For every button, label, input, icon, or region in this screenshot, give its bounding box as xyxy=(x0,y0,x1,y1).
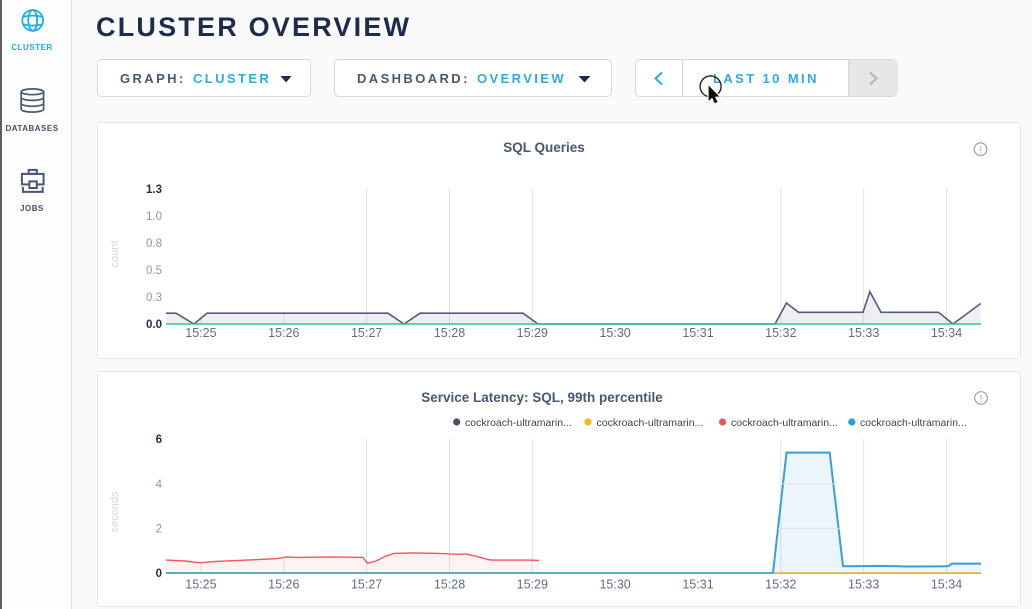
svg-text:15:27: 15:27 xyxy=(351,578,382,592)
svg-text:15:27: 15:27 xyxy=(351,326,382,340)
svg-text:15:33: 15:33 xyxy=(848,578,879,592)
svg-text:cockroach-ultramarin...: cockroach-ultramarin... xyxy=(597,417,704,429)
svg-text:6: 6 xyxy=(156,434,162,446)
svg-text:15:34: 15:34 xyxy=(931,326,962,340)
svg-text:15:31: 15:31 xyxy=(682,326,713,340)
svg-text:0: 0 xyxy=(156,568,162,580)
svg-text:0.8: 0.8 xyxy=(146,238,162,250)
svg-text:1.3: 1.3 xyxy=(146,184,162,196)
svg-text:4: 4 xyxy=(156,479,163,491)
svg-text:15:34: 15:34 xyxy=(931,578,962,592)
svg-text:cockroach-ultramarin...: cockroach-ultramarin... xyxy=(465,417,572,429)
svg-text:15:29: 15:29 xyxy=(517,578,548,592)
svg-text:seconds: seconds xyxy=(109,491,121,532)
svg-text:15:25: 15:25 xyxy=(185,326,216,340)
svg-text:cockroach-ultramarin...: cockroach-ultramarin... xyxy=(860,417,967,429)
svg-text:0.0: 0.0 xyxy=(146,319,162,331)
svg-text:15:30: 15:30 xyxy=(599,578,630,592)
svg-text:15:26: 15:26 xyxy=(268,326,299,340)
svg-text:15:31: 15:31 xyxy=(682,578,713,592)
svg-text:cockroach-ultramarin...: cockroach-ultramarin... xyxy=(731,417,838,429)
svg-text:2: 2 xyxy=(156,523,162,535)
svg-text:1.0: 1.0 xyxy=(146,211,162,223)
svg-text:15:29: 15:29 xyxy=(517,326,548,340)
svg-text:15:30: 15:30 xyxy=(599,326,630,340)
svg-text:count: count xyxy=(109,241,121,268)
svg-text:15:32: 15:32 xyxy=(765,578,796,592)
svg-text:15:26: 15:26 xyxy=(268,578,299,592)
svg-text:15:28: 15:28 xyxy=(434,578,465,592)
svg-text:15:25: 15:25 xyxy=(185,578,216,592)
svg-text:15:32: 15:32 xyxy=(765,326,796,340)
svg-text:0.5: 0.5 xyxy=(146,265,162,277)
svg-text:15:33: 15:33 xyxy=(848,326,879,340)
svg-text:15:28: 15:28 xyxy=(434,326,465,340)
svg-text:0.3: 0.3 xyxy=(146,292,162,304)
